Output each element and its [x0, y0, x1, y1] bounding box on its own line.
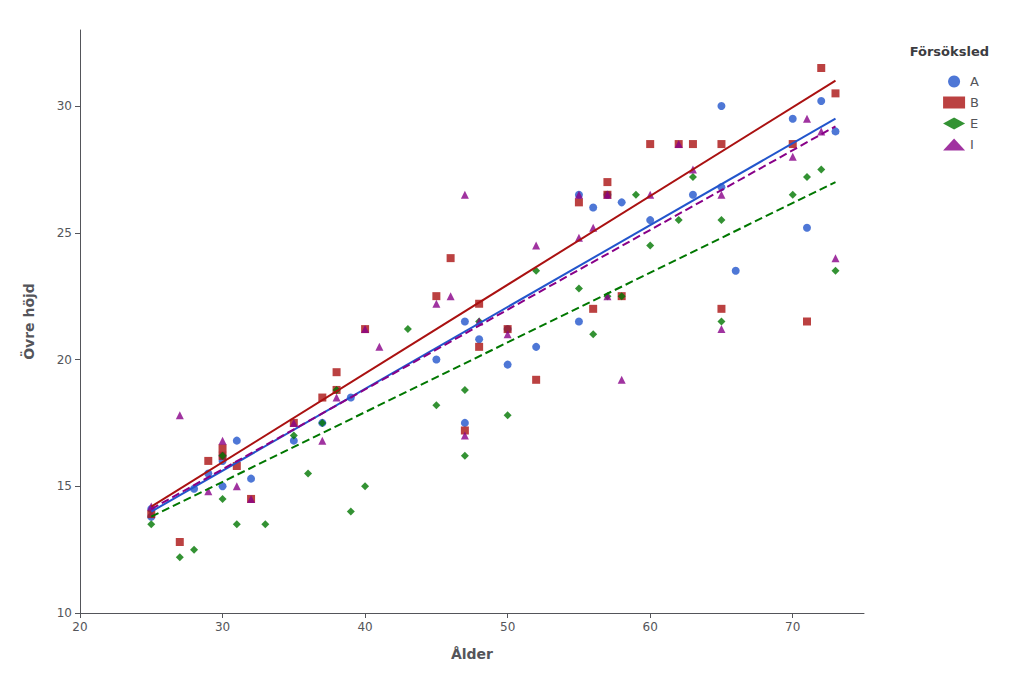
- svg-text:E: E: [970, 116, 978, 131]
- svg-text:60: 60: [643, 620, 658, 634]
- svg-text:70: 70: [785, 620, 800, 634]
- svg-text:30: 30: [57, 99, 72, 113]
- svg-text:I: I: [970, 137, 974, 152]
- svg-text:25: 25: [57, 226, 72, 240]
- svg-text:A: A: [970, 74, 979, 89]
- svg-text:Försöksled: Försöksled: [910, 44, 989, 59]
- svg-text:30: 30: [215, 620, 230, 634]
- svg-text:40: 40: [357, 620, 372, 634]
- svg-text:10: 10: [57, 606, 72, 620]
- svg-text:50: 50: [500, 620, 515, 634]
- svg-text:20: 20: [57, 353, 72, 367]
- svg-text:20: 20: [72, 620, 87, 634]
- svg-text:Ålder: Ålder: [451, 646, 493, 662]
- svg-text:Övre höjd: Övre höjd: [20, 283, 37, 360]
- svg-text:B: B: [970, 95, 979, 110]
- svg-text:15: 15: [57, 479, 72, 493]
